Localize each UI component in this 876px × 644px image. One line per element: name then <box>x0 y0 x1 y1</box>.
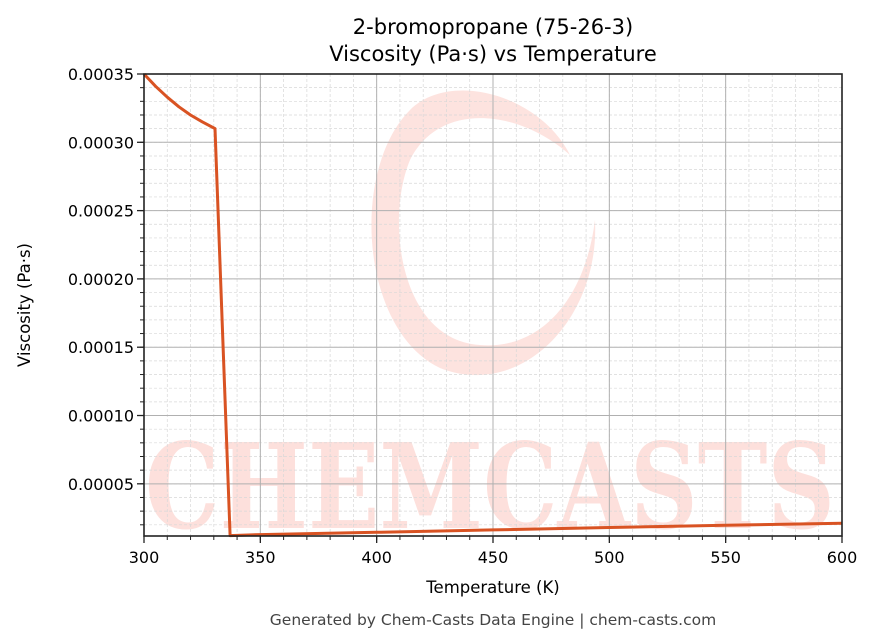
footer-credit: Generated by Chem-Casts Data Engine | ch… <box>270 611 716 629</box>
y-axis-label: Viscosity (Pa·s) <box>15 243 34 367</box>
y-tick-label: 0.00020 <box>68 270 134 289</box>
y-tick-label: 0.00005 <box>68 475 134 494</box>
x-axis-label: Temperature (K) <box>425 578 559 597</box>
y-tick-label: 0.00025 <box>68 202 134 221</box>
watermark-swirl-icon <box>371 90 596 376</box>
x-tick-labels: 300 350 400 450 500 550 600 <box>129 548 858 567</box>
x-tick-label: 300 <box>129 548 160 567</box>
y-tick-label: 0.00035 <box>68 65 134 84</box>
x-tick-label: 450 <box>478 548 509 567</box>
axis-ticks <box>137 73 843 543</box>
y-tick-label: 0.00030 <box>68 133 134 152</box>
chemcasts-watermark: CHEMCASTS <box>145 90 835 556</box>
y-tick-label: 0.00010 <box>68 407 134 426</box>
x-tick-label: 600 <box>827 548 858 567</box>
x-tick-label: 550 <box>710 548 741 567</box>
chart-title-line2: Viscosity (Pa·s) vs Temperature <box>329 42 657 66</box>
viscosity-line <box>142 72 843 538</box>
x-tick-label: 350 <box>245 548 276 567</box>
x-tick-label: 400 <box>361 548 392 567</box>
x-tick-label: 500 <box>594 548 625 567</box>
chart-title-line1: 2-bromopropane (75-26-3) <box>353 15 633 39</box>
y-tick-labels: 0.00005 0.00010 0.00015 0.00020 0.00025 0.000… <box>68 65 134 494</box>
y-tick-label: 0.00015 <box>68 338 134 357</box>
